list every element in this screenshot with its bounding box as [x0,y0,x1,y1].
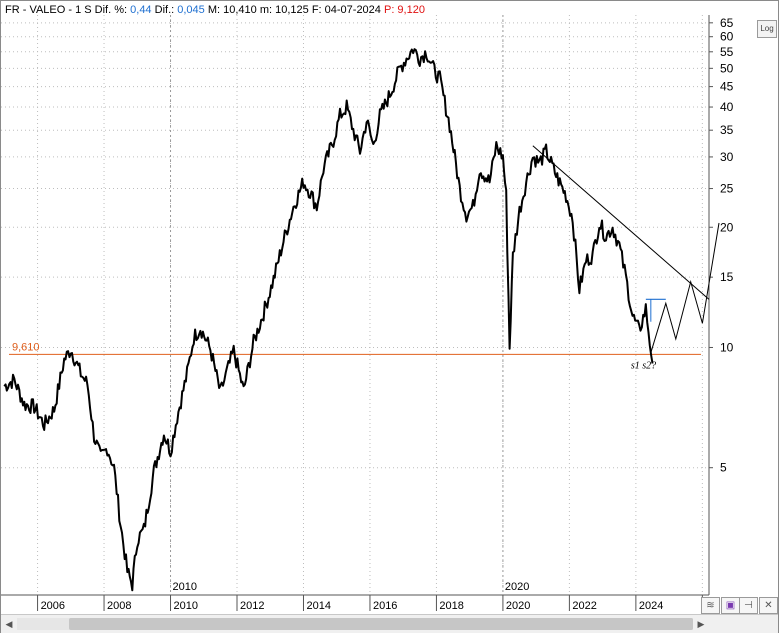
y-tick-label: 30 [720,150,734,164]
year-markers: 2010 2020 [170,15,529,595]
x-tick-label: 2022 [572,600,596,612]
x-tick-label: 2024 [639,600,663,612]
x-tick-label: 2006 [41,600,65,612]
max-label: M: 10,410 [207,4,257,16]
y-tick-label: 40 [720,100,734,114]
period-label: 1 S [75,4,92,16]
y-tick-label: 35 [720,123,734,137]
x-tick-label: 2016 [373,600,397,612]
y-tick-label: 10 [720,340,734,354]
x-tick-label: 2010 [174,600,198,612]
axes [1,15,710,596]
pin-icon[interactable]: ⊣ [739,597,758,614]
symbol-label: FR - VALEO - [5,4,73,16]
x-axis-ticks: 2006 2008 2010 2012 2014 2016 2018 2020 2022 2024… [37,595,718,612]
scroll-track[interactable] [17,618,693,630]
scroll-left-icon[interactable]: ◀ [5,619,13,629]
close-date-label: F: 04-07-2024 [311,4,381,16]
last-price-label: P: 9,120 [383,4,425,16]
x-tick-label: 2012 [240,600,264,612]
scroll-right-icon[interactable]: ▶ [697,619,705,629]
min-label: m: 10,125 [259,4,309,16]
y-tick-label: 65 [720,16,734,30]
year-marker-label: 2010 [173,581,197,593]
resistance-trendline [532,145,710,300]
close-icon[interactable]: ✕ [759,597,778,614]
y-tick-label: 15 [720,270,734,284]
y-tick-label: 55 [720,45,734,59]
dif-value: 0,045 [177,4,205,16]
y-tick-label: 5 [720,461,727,475]
dif-label: Dif.: [154,4,175,16]
save-icon[interactable]: ▣ [721,597,740,614]
price-series [3,48,654,592]
zoom-icon[interactable]: ≋ [701,597,720,614]
y-tick-label: 25 [720,182,734,196]
x-tick-label: 2008 [107,600,131,612]
scrollbar[interactable]: ◀ ▶ [1,614,778,633]
y-tick-label: 60 [720,30,734,44]
user-drawings: s1 s2? [532,145,720,371]
scroll-thumb[interactable] [69,618,693,630]
x-tick-label: 2020 [506,600,530,612]
y-tick-label: 20 [720,220,734,234]
support-label: 9,610 [12,341,40,353]
year-marker-label: 2020 [505,581,529,593]
y-tick-label: 50 [720,61,734,75]
dif-pct-label: Dif. %: [94,4,128,16]
x-tick-label: 2014 [306,600,330,612]
support-line-group: 9,610 [9,341,701,355]
price-line [3,48,654,592]
s-annotation: s1 s2? [631,360,656,371]
projection-zigzag [650,222,720,353]
dif-pct-value: 0,44 [130,4,152,16]
y-tick-label: 45 [720,80,734,94]
chart-header: FR - VALEO - 1 S Dif. %: 0,44 Dif.: 0,04… [5,4,425,16]
x-tick-label: 2018 [439,600,463,612]
log-scale-button[interactable]: Log [757,20,777,38]
grid-lines [1,15,709,595]
